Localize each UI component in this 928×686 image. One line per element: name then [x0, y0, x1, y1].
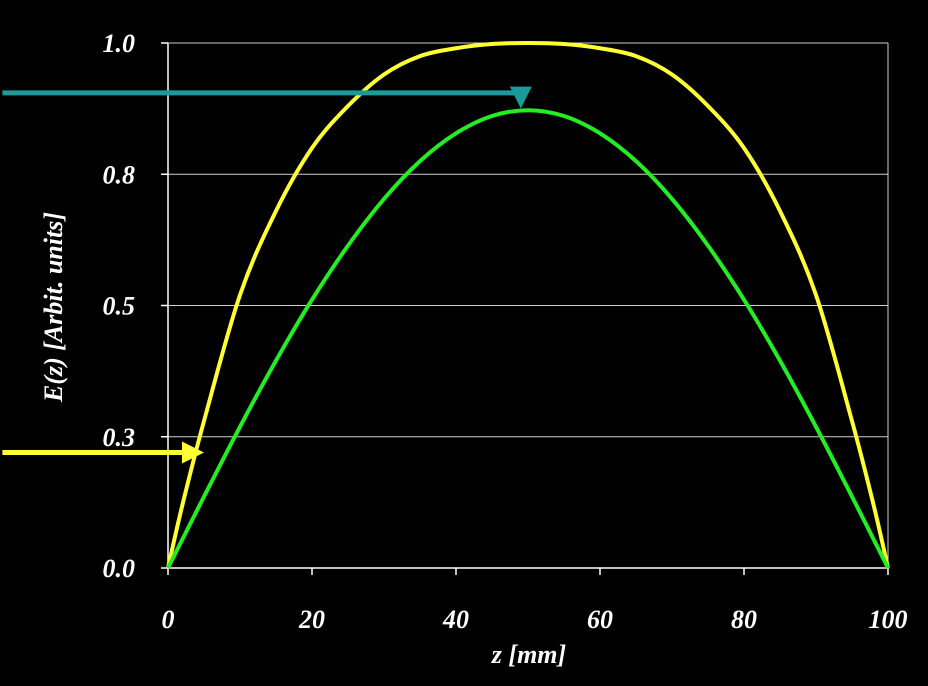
series-layer — [166, 41, 890, 569]
x-axis-title: z [mm] — [491, 640, 566, 669]
y-tick-label: 0.0 — [103, 554, 136, 583]
y-tick-label: 0.5 — [103, 292, 136, 321]
x-tick-label: 40 — [442, 605, 469, 634]
ticks-layer: 0 20 40 60 80 100 0.0 0.3 0.5 0.8 1.0 — [103, 29, 908, 634]
x-tick-label: 80 — [731, 605, 757, 634]
y-tick-label: 0.3 — [103, 423, 136, 452]
grid-layer — [168, 42, 888, 438]
y-axis-title: E(z) [Arbit. units] — [39, 212, 68, 403]
annotation-arrow-head-2 — [182, 441, 204, 464]
x-tick-label: 0 — [162, 605, 175, 634]
annotation-arrow-line-1 — [2, 86, 524, 96]
series-line-2 — [166, 108, 890, 569]
x-tick-label: 20 — [298, 605, 325, 634]
annotation-arrow-head-1 — [509, 86, 532, 109]
annotation-layer — [2, 86, 532, 464]
y-tick-label: 1.0 — [103, 29, 136, 58]
x-tick-label: 60 — [587, 605, 613, 634]
axes-layer — [161, 42, 889, 575]
y-tick-label: 0.8 — [103, 160, 136, 189]
series-line-1 — [166, 41, 890, 569]
x-tick-label: 100 — [869, 605, 908, 634]
